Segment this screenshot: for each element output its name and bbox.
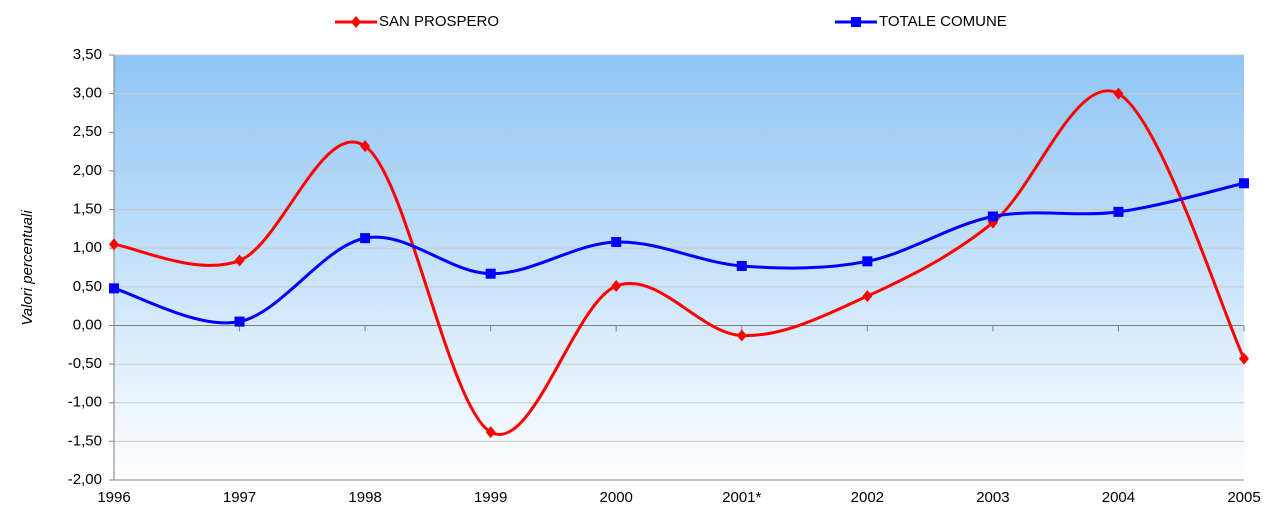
series-line (113, 181, 1245, 325)
marker (862, 290, 873, 303)
marker (1113, 87, 1124, 100)
x-tick-label: 1998 (348, 489, 381, 506)
y-tick-label: -1,00 (68, 394, 102, 411)
marker (234, 254, 245, 267)
marker (109, 283, 119, 294)
x-tick-label: 2004 (1102, 489, 1135, 506)
y-tick-label: -1,50 (68, 432, 102, 449)
legend-label: TOTALE COMUNE (879, 13, 1007, 30)
marker (1113, 206, 1124, 217)
marker (1239, 352, 1249, 365)
y-tick-label: 1,00 (73, 239, 102, 256)
series-line (113, 89, 1246, 436)
x-tick-label: 1996 (97, 489, 130, 506)
marker (109, 238, 119, 251)
legend-label: SAN PROSPERO (379, 13, 499, 30)
marker (736, 260, 747, 271)
marker (1239, 178, 1249, 189)
y-tick-label: 1,50 (73, 201, 102, 218)
marker (987, 211, 998, 222)
marker (351, 16, 361, 28)
y-tick-label: 2,00 (73, 162, 102, 179)
marker (485, 268, 496, 279)
marker (851, 17, 861, 27)
y-tick-label: 3,50 (73, 46, 102, 63)
x-tick-label: 2005 (1227, 489, 1260, 506)
marker (234, 316, 245, 327)
marker (611, 280, 622, 293)
y-tick-label: 2,50 (73, 123, 102, 140)
x-tick-label: 1999 (474, 489, 507, 506)
x-tick-label: 1997 (223, 489, 256, 506)
marker (736, 329, 747, 342)
x-tick-label: 2002 (851, 489, 884, 506)
marker (360, 140, 371, 153)
plot-area (114, 55, 1244, 480)
marker (862, 256, 873, 267)
y-tick-label: -0,50 (68, 355, 102, 372)
marker (611, 237, 622, 247)
marker (485, 426, 496, 439)
x-tick-label: 2001* (722, 489, 761, 506)
y-tick-label: -2,00 (68, 471, 102, 488)
x-tick-label: 2003 (976, 489, 1009, 506)
y-tick-label: 0,50 (73, 278, 102, 295)
y-tick-label: 3,00 (73, 85, 102, 102)
y-tick-label: 0,00 (73, 316, 102, 333)
y-axis-label: Valori percentuali (19, 210, 36, 326)
marker (360, 233, 371, 244)
x-tick-label: 2000 (600, 489, 633, 506)
